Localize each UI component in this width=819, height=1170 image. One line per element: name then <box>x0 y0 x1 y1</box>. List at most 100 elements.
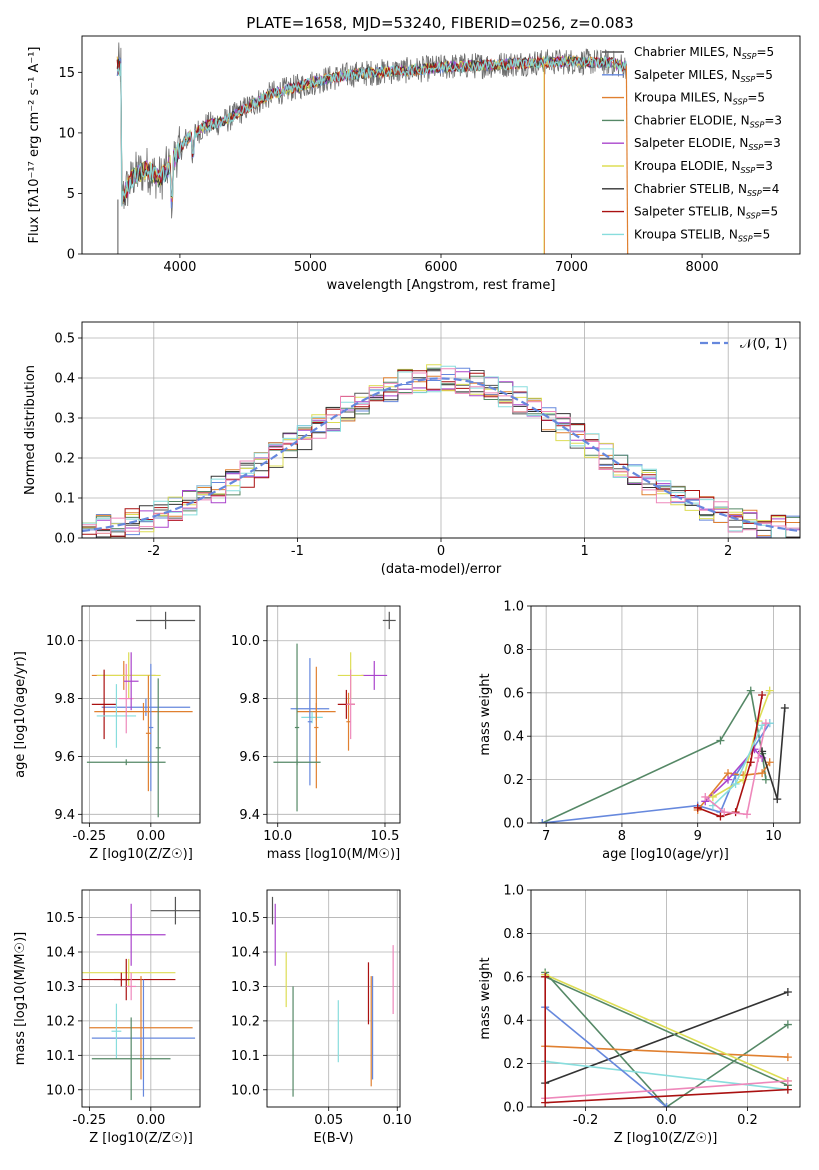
histogram-lines <box>82 364 800 538</box>
errorbars <box>273 611 396 812</box>
weight-marker <box>708 792 717 801</box>
y-tick-label: 10.5 <box>231 911 260 926</box>
y-tick-label: 10.0 <box>46 634 75 649</box>
weight-marker <box>746 758 755 767</box>
x-tick-label: -0.2 <box>573 1113 598 1128</box>
y-tick-label: 10.2 <box>231 1014 260 1029</box>
y-tick-label: 0 <box>67 248 75 263</box>
y-tick-label: 10.0 <box>231 634 260 649</box>
axes-frame <box>81 35 801 255</box>
weight-marker <box>761 719 770 728</box>
histogram-series <box>82 368 800 534</box>
y-tick-label: 9.8 <box>54 692 75 707</box>
y-tick-label: 0.4 <box>503 730 524 745</box>
x-tick-label: 8000 <box>686 260 719 275</box>
x-tick-label: -2 <box>147 544 160 559</box>
spectrum-lines <box>116 42 629 254</box>
weight-marker <box>773 795 782 804</box>
legend-label: Kroupa STELIB, NSSP=5 <box>634 227 770 243</box>
y-tick-label: 10 <box>58 126 75 141</box>
weight-lines <box>541 968 792 1107</box>
x-tick-label: 0.0 <box>656 1113 677 1128</box>
weight-marker <box>761 775 770 784</box>
y-tick-label: 0.8 <box>503 643 524 658</box>
x-tick-label: 4000 <box>163 260 196 275</box>
y-tick-label: 0.0 <box>503 1101 524 1116</box>
legend-label: 𝒩(0, 1) <box>740 337 787 352</box>
x-tick-label: 8 <box>618 829 626 844</box>
weight-series-line <box>544 973 789 1082</box>
y-tick-label: 10.2 <box>46 1014 75 1029</box>
weight-marker <box>716 736 725 745</box>
x-axis-label: E(B-V) <box>313 1131 353 1146</box>
axes-frame <box>266 889 401 1108</box>
y-tick-label: 1.0 <box>503 884 524 899</box>
mass-vs-EBV-panel: 0.05 0.10 10.0 10.1 10.2 10.3 10.4 10.5 E(B-V) <box>231 889 412 1146</box>
x-tick-label: 9 <box>694 829 702 844</box>
legend-label: Kroupa ELODIE, NSSP=3 <box>634 159 773 175</box>
y-tick-label: 9.4 <box>239 808 260 823</box>
legend-label: Salpeter ELODIE, NSSP=3 <box>634 136 781 152</box>
y-axis-label: Normed distribution <box>23 365 38 495</box>
y-tick-label: 0.8 <box>503 927 524 942</box>
y-tick-label: 10.3 <box>46 980 75 995</box>
y-axis-label: mass weight <box>478 673 493 755</box>
y-tick-label: 0.6 <box>503 686 524 701</box>
y-tick-label: 0.5 <box>54 332 75 347</box>
legend-label: Chabrier MILES, NSSP=5 <box>634 45 774 61</box>
y-tick-label: 0.4 <box>503 1014 524 1029</box>
y-tick-label: 1.0 <box>503 600 524 615</box>
legend-label: Kroupa MILES, NSSP=5 <box>634 91 765 107</box>
spectrum-series-line <box>116 55 627 207</box>
y-axis-label: mass [log10(M/M☉)] <box>13 932 28 1065</box>
residuals-panel: -2 -1 0 1 2 0.0 0.1 0.2 0.3 0.4 0.5 (data-model)/er… <box>23 321 801 577</box>
weight-series-line <box>544 976 789 1087</box>
y-tick-label: 10.4 <box>231 946 260 961</box>
legend: Chabrier MILES, NSSP=5 Salpeter MILES, NS… <box>602 45 782 243</box>
y-tick-label: 10.3 <box>231 980 260 995</box>
x-tick-label: 10 <box>765 829 782 844</box>
weight-lines <box>538 686 789 823</box>
y-axis-label: age [log10(age/yr)] <box>13 651 28 778</box>
x-axis-label: (data-model)/error <box>381 562 502 577</box>
y-tick-label: 10.0 <box>231 1083 260 1098</box>
weight-marker <box>765 758 774 767</box>
legend-label: Salpeter MILES, NSSP=5 <box>634 68 773 84</box>
y-tick-label: 9.6 <box>54 750 75 765</box>
weight-marker <box>780 703 789 712</box>
weight-series-line <box>544 991 789 1084</box>
errorbars <box>271 896 394 1097</box>
x-tick-label: 5000 <box>294 260 327 275</box>
x-axis-label: Z [log10(Z/Z☉)] <box>89 847 193 862</box>
weight-series-line <box>545 1080 788 1100</box>
axes-frame <box>530 605 801 824</box>
weight-marker <box>731 779 740 788</box>
x-tick-label: 7 <box>542 829 550 844</box>
y-tick-label: 10.1 <box>46 1049 75 1064</box>
weight-series-line <box>545 1045 788 1058</box>
x-tick-label: 10.0 <box>263 829 292 844</box>
x-tick-label: 0.10 <box>383 1113 412 1128</box>
mass-vs-Z-panel: -0.25 0.00 10.0 10.1 10.2 10.3 10.4 10.5 Z [log1… <box>13 889 201 1146</box>
weight-series-line <box>545 1060 788 1091</box>
x-tick-label: 10.5 <box>371 829 400 844</box>
y-tick-label: 10.1 <box>231 1049 260 1064</box>
weight-marker <box>701 792 710 801</box>
axes-frame <box>266 605 401 824</box>
x-tick-label: 7000 <box>555 260 588 275</box>
x-tick-label: 0 <box>437 544 445 559</box>
x-tick-label: 1 <box>580 544 588 559</box>
x-tick-label: 0.00 <box>136 829 165 844</box>
y-tick-label: 9.4 <box>54 808 75 823</box>
age-vs-mass-panel: 10.0 10.5 9.4 9.6 9.8 10.0 mass [log10(M/M☉)] <box>231 605 401 862</box>
x-axis-label: Z [log10(Z/Z☉)] <box>614 1131 718 1146</box>
weight-series-line <box>542 688 767 823</box>
age-vs-Z-panel: -0.25 0.00 9.4 9.6 9.8 10.0 Z [log10(Z/Z☉)] age… <box>13 605 201 862</box>
y-axis-label: Flux [fλ10⁻¹⁷ erg cm⁻² s⁻¹ A⁻¹] <box>27 47 42 244</box>
spectrum-panel: 4000 5000 6000 7000 8000 0 5 10 15 wavelength [An… <box>27 35 801 293</box>
errorbars <box>82 896 200 1101</box>
axes-frame <box>81 605 201 824</box>
weight-marker <box>783 1076 792 1085</box>
weight-marker <box>758 769 767 778</box>
